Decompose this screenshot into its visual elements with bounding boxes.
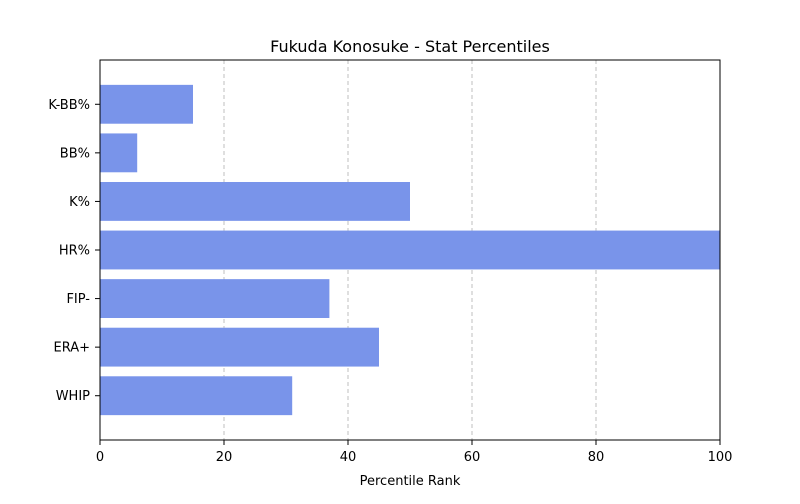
x-axis: 0 20 40 60 80 100 (96, 440, 733, 465)
x-tick-label: 40 (340, 450, 357, 465)
bar (100, 133, 138, 173)
y-tick-label: HR% (59, 244, 90, 259)
y-tick-label: K-BB% (48, 98, 90, 113)
x-tick-label: 60 (464, 450, 481, 465)
y-tick-label: K% (69, 195, 90, 210)
y-tick-label: ERA+ (53, 341, 90, 356)
bar (100, 327, 379, 367)
bar (100, 230, 720, 270)
x-tick-label: 20 (216, 450, 233, 465)
bar (100, 84, 193, 124)
bar (100, 279, 330, 318)
x-tick-label: 100 (708, 450, 733, 465)
y-axis: WHIP ERA+ FIP- HR% K% BB% K-BB% (48, 98, 100, 404)
y-tick-label: BB% (60, 146, 90, 161)
y-tick-label: WHIP (56, 389, 90, 404)
x-axis-label: Percentile Rank (360, 474, 461, 489)
bar (100, 182, 410, 221)
x-tick-label: 0 (96, 450, 104, 465)
bar (100, 376, 293, 416)
bars (100, 84, 720, 416)
y-tick-label: FIP- (66, 292, 90, 307)
x-tick-label: 80 (588, 450, 605, 465)
chart-title: Fukuda Konosuke - Stat Percentiles (270, 37, 550, 56)
